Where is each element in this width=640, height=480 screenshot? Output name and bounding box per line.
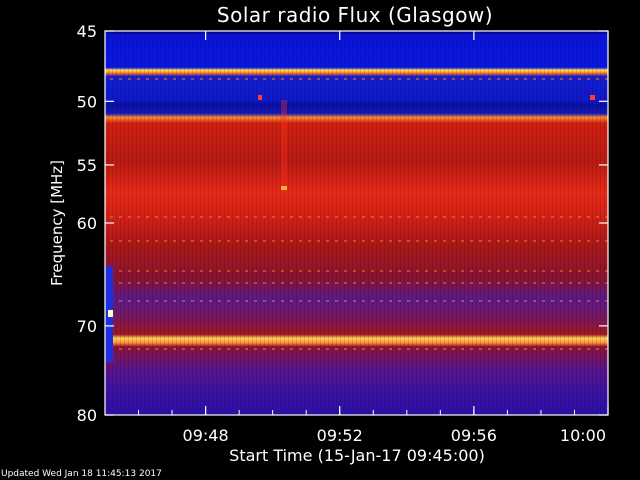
- x-axis: 09:48 09:52 09:56 10:00: [138, 31, 609, 445]
- dash-row-69mhz: [105, 300, 608, 306]
- dash-row-62mhz: [105, 214, 608, 220]
- dash-row-64mhz: [105, 240, 608, 246]
- y-tick-label: 50: [77, 92, 97, 111]
- dot-right: [590, 95, 595, 100]
- y-tick-label: 70: [77, 317, 97, 336]
- dash-row-49mhz: [105, 74, 608, 80]
- x-axis-label: Start Time (15-Jan-17 09:45:00): [229, 446, 485, 465]
- plot-striation: [105, 31, 608, 415]
- x-tick-label: 09:56: [451, 426, 497, 445]
- x-tick-label: 09:52: [317, 426, 363, 445]
- updated-timestamp: Updated Wed Jan 18 11:45:13 2017: [1, 469, 162, 479]
- dot-left: [258, 95, 262, 100]
- burst-column: [281, 100, 287, 192]
- chart-title: Solar radio Flux (Glasgow): [216, 3, 494, 27]
- dash-row-75mhz: [105, 346, 608, 352]
- y-tick-label: 60: [77, 214, 97, 233]
- y-tick-label: 45: [77, 22, 97, 41]
- left-edge-spot: [108, 310, 113, 317]
- y-axis: 45 50 55 60 70 80: [77, 22, 608, 425]
- dash-row-68mhz: [105, 282, 608, 288]
- x-tick-label: 09:48: [183, 426, 229, 445]
- y-axis-label: Frequency [MHz]: [48, 160, 66, 286]
- y-tick-label: 55: [77, 156, 97, 175]
- dash-row-66mhz: [105, 266, 608, 272]
- burst-spot: [281, 186, 287, 190]
- x-tick-label: 10:00: [560, 426, 606, 445]
- y-tick-label: 80: [77, 406, 97, 425]
